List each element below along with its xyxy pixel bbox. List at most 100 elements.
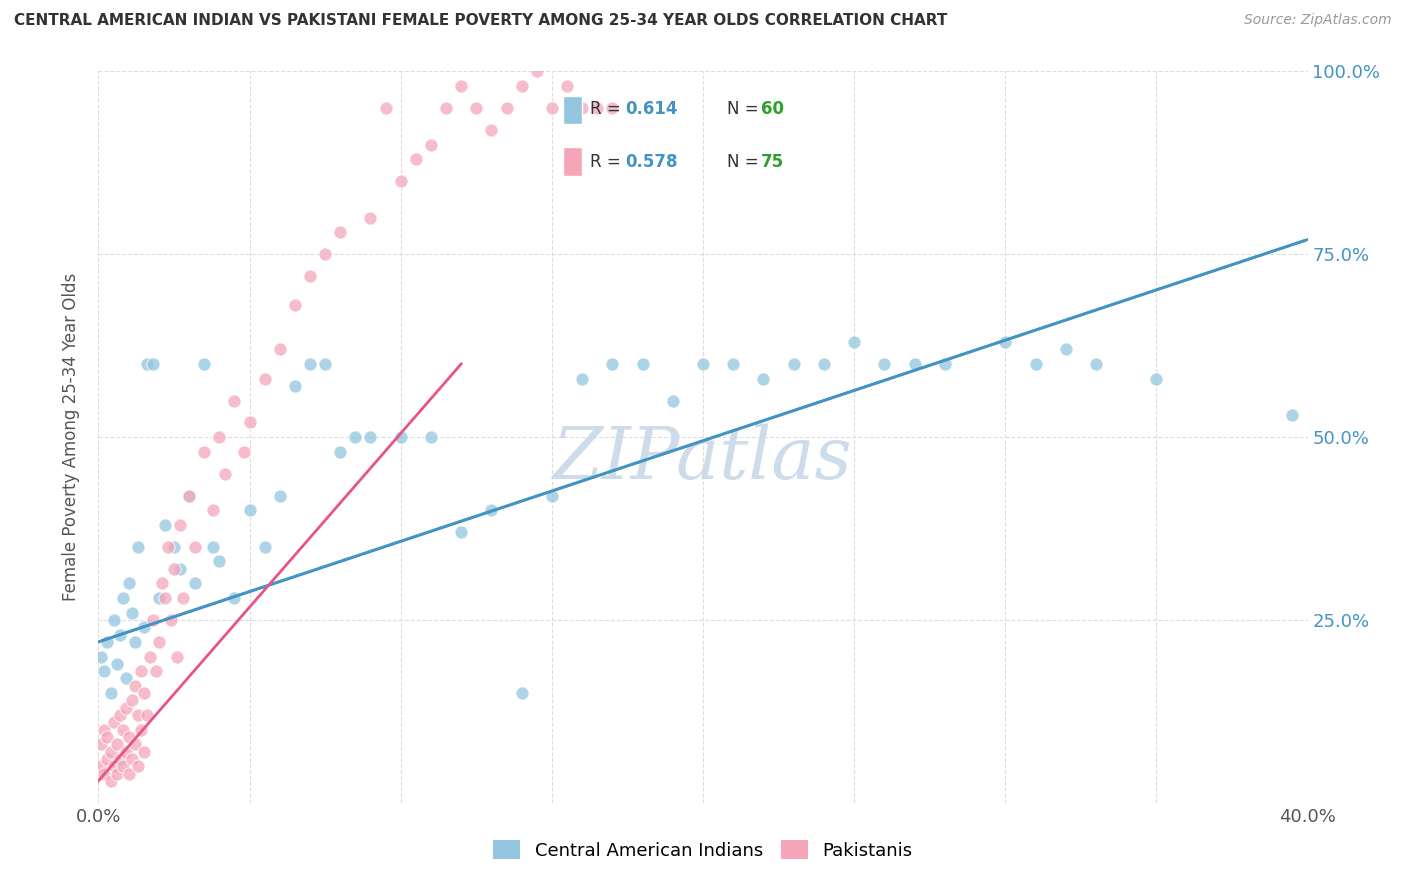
Point <box>555 78 578 93</box>
Point <box>405 152 427 166</box>
Point <box>510 78 533 93</box>
Point <box>202 503 225 517</box>
Point <box>93 766 115 780</box>
Point <box>105 737 128 751</box>
Point <box>374 101 396 115</box>
Point <box>169 517 191 532</box>
Point <box>571 101 593 115</box>
Point <box>450 525 472 540</box>
Point <box>389 430 412 444</box>
Point <box>142 357 165 371</box>
Point <box>139 649 162 664</box>
Point <box>105 766 128 780</box>
Point <box>132 620 155 634</box>
Point <box>465 101 488 115</box>
Point <box>434 101 457 115</box>
Point <box>150 576 173 591</box>
Point <box>495 101 517 115</box>
Point <box>813 357 835 371</box>
Point <box>526 64 548 78</box>
Point <box>481 503 503 517</box>
Point <box>111 723 134 737</box>
Point <box>108 708 131 723</box>
Point <box>904 357 927 371</box>
Point <box>148 635 170 649</box>
Text: ZIPatlas: ZIPatlas <box>553 424 853 494</box>
Point <box>752 371 775 385</box>
Point <box>135 708 157 723</box>
Point <box>208 430 231 444</box>
Point <box>1144 371 1167 385</box>
Point <box>114 745 136 759</box>
Point <box>124 737 146 751</box>
Point <box>631 357 654 371</box>
Point <box>96 730 118 744</box>
Point <box>344 430 367 444</box>
Point <box>127 540 149 554</box>
Point <box>127 759 149 773</box>
Point <box>239 416 262 430</box>
Point <box>163 540 186 554</box>
Point <box>132 745 155 759</box>
Point <box>160 613 183 627</box>
Point <box>540 101 562 115</box>
Y-axis label: Female Poverty Among 25-34 Year Olds: Female Poverty Among 25-34 Year Olds <box>62 273 80 601</box>
Point <box>253 371 276 385</box>
Point <box>96 752 118 766</box>
Point <box>124 679 146 693</box>
Point <box>360 430 382 444</box>
Point <box>96 635 118 649</box>
Point <box>111 591 134 605</box>
Point <box>661 393 683 408</box>
Point <box>114 700 136 714</box>
Point <box>692 357 714 371</box>
Point <box>153 517 176 532</box>
Point <box>118 766 141 780</box>
Point <box>118 576 141 591</box>
Point <box>142 613 165 627</box>
Point <box>179 489 201 503</box>
Point <box>389 174 412 188</box>
Text: CENTRAL AMERICAN INDIAN VS PAKISTANI FEMALE POVERTY AMONG 25-34 YEAR OLDS CORREL: CENTRAL AMERICAN INDIAN VS PAKISTANI FEM… <box>14 13 948 29</box>
Point <box>148 591 170 605</box>
Point <box>329 225 352 239</box>
Point <box>329 444 352 458</box>
Point <box>224 393 246 408</box>
Point <box>450 78 472 93</box>
Point <box>284 379 307 393</box>
Point <box>284 298 307 312</box>
Point <box>100 686 122 700</box>
Point <box>193 357 215 371</box>
Point <box>127 708 149 723</box>
Point <box>783 357 806 371</box>
Point <box>873 357 896 371</box>
Point <box>163 562 186 576</box>
Point <box>1281 408 1303 422</box>
Point <box>90 759 112 773</box>
Point <box>239 503 262 517</box>
Point <box>172 591 194 605</box>
Point <box>114 672 136 686</box>
Point <box>184 576 207 591</box>
Point <box>360 211 382 225</box>
Point <box>121 693 143 707</box>
Point <box>179 489 201 503</box>
Point <box>135 357 157 371</box>
Point <box>232 444 254 458</box>
Point <box>314 247 336 261</box>
Point <box>314 357 336 371</box>
Point <box>214 467 236 481</box>
Point <box>105 657 128 671</box>
Point <box>100 745 122 759</box>
Point <box>208 554 231 568</box>
Point <box>269 343 291 357</box>
Point <box>994 334 1017 349</box>
Point <box>132 686 155 700</box>
Point <box>602 101 624 115</box>
Point <box>193 444 215 458</box>
Point <box>540 489 562 503</box>
Point <box>299 269 322 284</box>
Point <box>1085 357 1108 371</box>
Point <box>934 357 956 371</box>
Point <box>121 606 143 620</box>
